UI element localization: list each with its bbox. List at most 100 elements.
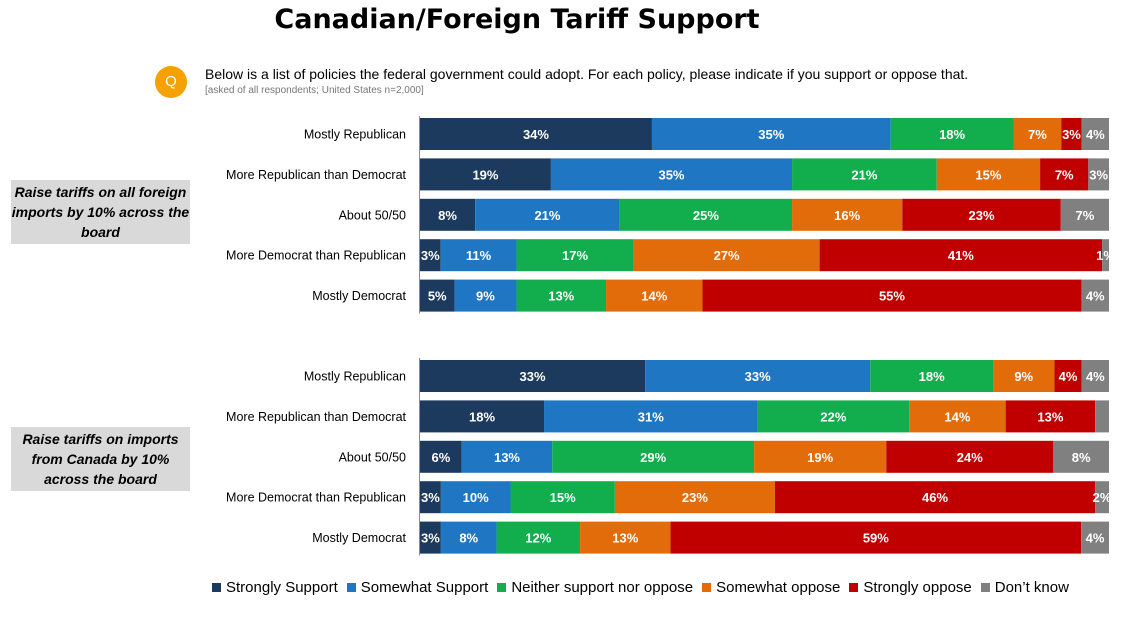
bar-dont-know — [1081, 360, 1109, 392]
data-label: 14% — [944, 409, 970, 424]
data-label: 9% — [1014, 369, 1033, 384]
data-label: 34% — [523, 127, 549, 142]
legend-item-neither: Neither support nor oppose — [497, 579, 693, 596]
bar-neither — [870, 360, 994, 392]
data-label: 18% — [919, 369, 945, 384]
bar-dont-know — [1095, 400, 1109, 433]
bar-strongly-oppose — [1054, 360, 1082, 392]
legend-label-somewhat-support: Somewhat Support — [360, 579, 489, 596]
category-label: About 50/50 — [339, 208, 406, 222]
bar-neither — [516, 239, 634, 272]
data-label: 46% — [922, 490, 948, 505]
category-label: Mostly Democrat — [312, 531, 406, 545]
bar-dont-know — [1095, 481, 1109, 514]
data-label: 59% — [863, 531, 889, 546]
data-label: 24% — [957, 450, 983, 465]
data-label: 25% — [693, 208, 719, 223]
bar-strongly-support — [420, 481, 441, 514]
chart-title: Canadian/Foreign Tariff Support — [274, 4, 760, 35]
category-label: More Republican than Democrat — [226, 168, 406, 182]
bar-dont-know — [1081, 279, 1109, 312]
bar-somewhat-support — [440, 239, 517, 272]
bar-dont-know — [1088, 158, 1109, 191]
bar-strongly-oppose — [1005, 400, 1096, 433]
bar-neither — [619, 198, 793, 231]
bar-neither — [552, 440, 755, 473]
bar-strongly-oppose — [819, 239, 1103, 272]
bar-dont-know — [1060, 198, 1109, 231]
data-label: 21% — [851, 167, 877, 182]
bar-somewhat-support — [454, 279, 517, 312]
category-label: More Democrat than Republican — [226, 491, 406, 505]
question-icon: Q — [155, 66, 187, 98]
bar-somewhat-oppose — [1013, 118, 1062, 150]
legend-item-strongly-oppose: Strongly oppose — [849, 579, 972, 596]
data-label: 8% — [459, 531, 478, 546]
bar-strongly-oppose — [902, 198, 1061, 231]
data-label: 10% — [463, 490, 489, 505]
bar-neither — [890, 118, 1014, 150]
data-label: 13% — [1037, 409, 1063, 424]
bar-strongly-oppose — [702, 279, 1082, 312]
legend: Strongly Support Somewhat Support Neithe… — [212, 579, 1069, 596]
data-label: 1% — [1096, 248, 1115, 263]
category-label: Mostly Republican — [304, 128, 406, 142]
bar-somewhat-oppose — [792, 198, 903, 231]
data-label: 4% — [1059, 369, 1078, 384]
data-label: 31% — [638, 409, 664, 424]
bar-strongly-support — [420, 400, 545, 433]
data-label: 4% — [1086, 289, 1105, 304]
data-label: 7% — [1075, 208, 1094, 223]
legend-label-strongly-oppose: Strongly oppose — [863, 579, 972, 596]
data-label: 12% — [525, 531, 551, 546]
bar-somewhat-support — [475, 198, 620, 231]
bar-somewhat-oppose — [606, 279, 703, 312]
legend-item-somewhat-oppose: Somewhat oppose — [702, 579, 840, 596]
question-text: Below is a list of policies the federal … — [205, 66, 969, 82]
bar-neither — [510, 481, 615, 514]
data-label: 21% — [534, 208, 560, 223]
category-label: More Democrat than Republican — [226, 249, 406, 263]
data-label: 33% — [520, 369, 546, 384]
bar-somewhat-support — [645, 360, 871, 392]
data-label: 14% — [641, 289, 667, 304]
bar-somewhat-support — [440, 481, 511, 514]
legend-swatch-dont-know — [980, 583, 990, 592]
data-label: 35% — [758, 127, 784, 142]
legend-swatch-somewhat-support — [346, 583, 356, 592]
data-label: 16% — [834, 208, 860, 223]
bar-strongly-support — [420, 279, 455, 312]
legend-swatch-strongly-oppose — [849, 583, 859, 592]
bar-somewhat-oppose — [580, 521, 671, 554]
data-label: 4% — [1086, 127, 1105, 142]
data-label: 23% — [682, 490, 708, 505]
data-label: 7% — [1028, 127, 1047, 142]
bar-strongly-support — [420, 118, 652, 150]
data-label: 41% — [948, 248, 974, 263]
bar-neither — [496, 521, 581, 554]
data-label: 19% — [472, 167, 498, 182]
bar-somewhat-oppose — [909, 400, 1006, 433]
bar-strongly-support — [420, 239, 441, 272]
bar-neither — [516, 279, 607, 312]
group-label-canada-tariffs: Raise tariffs on imports from Canada by … — [11, 427, 190, 491]
bar-dont-know — [1081, 521, 1109, 554]
legend-item-strongly-support: Strongly Support — [212, 579, 338, 596]
data-label: 4% — [1086, 531, 1105, 546]
legend-label-strongly-support: Strongly Support — [226, 579, 338, 596]
data-label: 3% — [421, 490, 440, 505]
data-label: 27% — [714, 248, 740, 263]
data-label: 22% — [820, 409, 846, 424]
data-label: 4% — [1086, 369, 1105, 384]
bar-dont-know — [1102, 239, 1109, 272]
category-label: Mostly Democrat — [312, 289, 406, 303]
bar-strongly-oppose — [1040, 158, 1089, 191]
data-label: 13% — [494, 450, 520, 465]
data-label: 33% — [745, 369, 771, 384]
bar-strongly-support — [420, 360, 646, 392]
sample-note: [asked of all respondents; United States… — [205, 85, 424, 96]
data-label: 8% — [438, 208, 457, 223]
data-label: 15% — [550, 490, 576, 505]
bar-strongly-oppose — [774, 481, 1096, 514]
bar-strongly-oppose — [1061, 118, 1082, 150]
